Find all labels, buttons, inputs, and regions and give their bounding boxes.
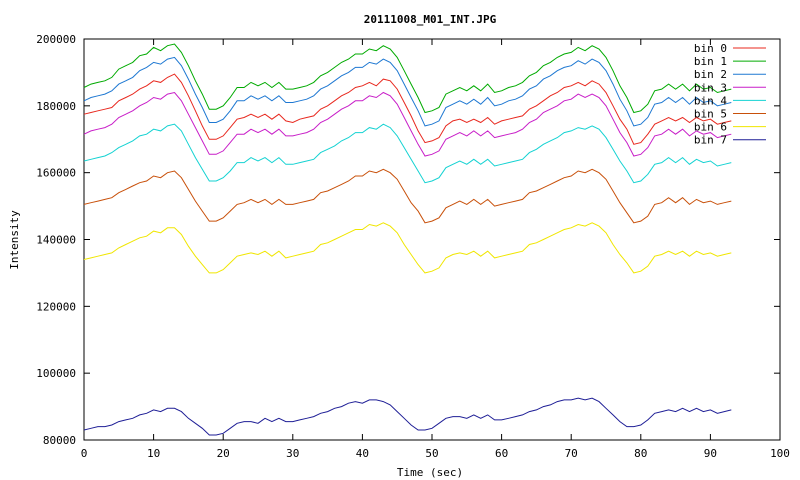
legend-label: bin 5 [694,108,727,121]
y-tick-label: 160000 [36,167,76,180]
legend-label: bin 2 [694,68,727,81]
legend-label: bin 1 [694,55,727,68]
y-tick-label: 140000 [36,234,76,247]
plot-frame [83,38,781,441]
x-tick-label: 100 [770,447,790,460]
series-line-bin-7 [83,397,732,436]
x-tick-label: 20 [217,447,230,460]
x-tick-label: 60 [495,447,508,460]
x-tick-label: 50 [425,447,438,460]
series-lines [83,43,732,436]
y-tick-label: 200000 [36,33,76,46]
x-tick-label: 70 [565,447,578,460]
series-line-bin-5 [83,168,732,224]
y-tick-label: 120000 [36,300,76,313]
legend-label: bin 3 [694,81,727,94]
x-tick-label: 40 [356,447,369,460]
y-tick-label: 80000 [43,434,76,447]
series-line-bin-1 [83,43,732,114]
legend-label: bin 0 [694,42,727,55]
series-line-bin-2 [83,56,732,127]
series-line-bin-3 [83,91,732,157]
series-line-bin-6 [83,222,732,274]
y-tick-label: 100000 [36,367,76,380]
y-tick-label: 180000 [36,100,76,113]
series-line-bin-4 [83,123,732,184]
y-axis-label: Intensity [8,210,21,270]
legend-label: bin 4 [694,94,727,107]
x-tick-label: 30 [286,447,299,460]
x-tick-label: 0 [81,447,88,460]
chart-title: 20111008_M01_INT.JPG [364,13,497,26]
legend-label: bin 6 [694,121,727,134]
ticks: 0 10 20 30 40 50 60 70 80 90 100 80000 100000 120000 1… [36,33,790,460]
legend-label: bin 7 [694,134,727,147]
x-tick-label: 10 [147,447,160,460]
x-tick-label: 80 [634,447,647,460]
x-tick-label: 90 [704,447,717,460]
x-axis-label: Time (sec) [397,466,463,479]
axes [83,38,781,441]
series-line-bin-0 [83,73,732,145]
